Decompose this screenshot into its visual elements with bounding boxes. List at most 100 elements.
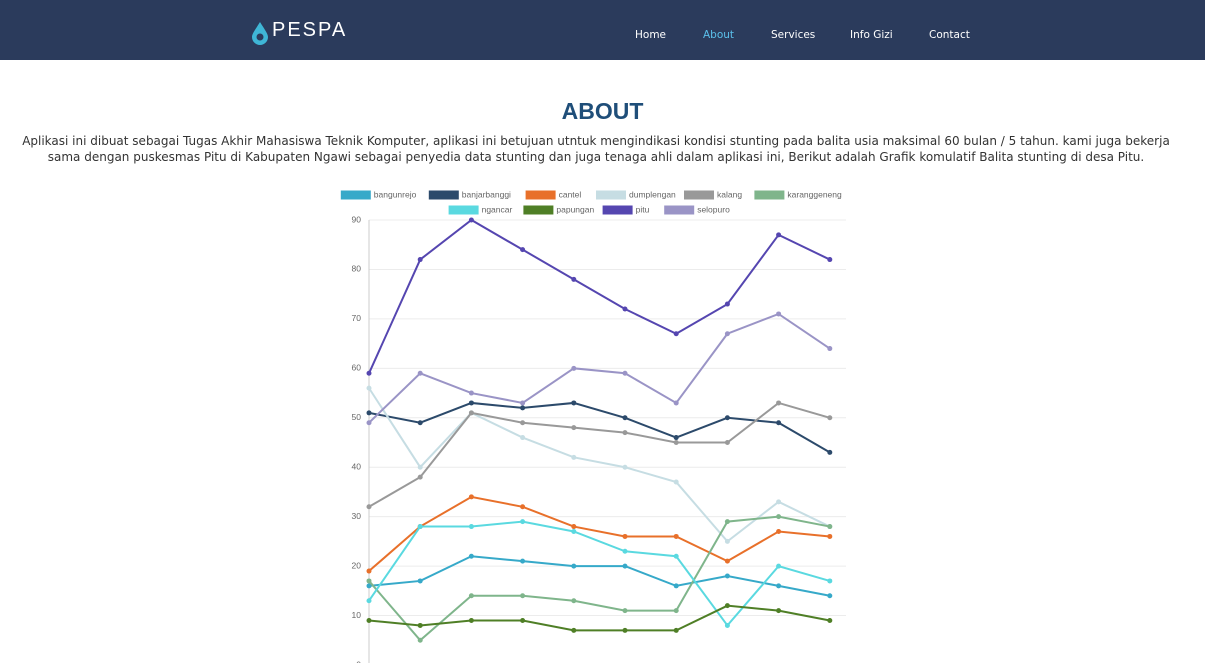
legend-label: banjarbanggi — [462, 189, 511, 199]
point — [417, 578, 423, 584]
point — [673, 435, 679, 441]
description: Aplikasi ini dibuat sebagai Tugas Akhir … — [22, 134, 1170, 164]
point — [622, 306, 628, 312]
point — [366, 410, 372, 416]
point — [673, 440, 679, 445]
series-line — [368, 604, 830, 632]
point — [827, 415, 833, 421]
point — [571, 627, 577, 633]
point — [520, 618, 526, 623]
point — [366, 420, 372, 426]
series-line — [368, 401, 831, 454]
point — [827, 593, 833, 599]
point — [776, 563, 782, 569]
point — [520, 420, 526, 426]
point — [673, 400, 679, 406]
point — [724, 573, 730, 579]
y-tick-label: 0 — [356, 659, 361, 663]
point — [571, 563, 577, 569]
point — [468, 593, 474, 599]
nav-link[interactable]: Info Gizi — [850, 29, 893, 41]
series-line — [368, 312, 831, 424]
point — [468, 390, 474, 396]
point — [776, 529, 782, 534]
legend-label: cantel — [559, 189, 582, 199]
point — [417, 464, 423, 470]
point — [622, 415, 628, 421]
point — [827, 618, 833, 623]
point — [366, 504, 372, 510]
point — [673, 627, 679, 633]
point — [468, 410, 474, 416]
point — [417, 420, 423, 426]
legend-swatch — [684, 190, 714, 200]
point — [622, 548, 628, 554]
series-line — [368, 515, 830, 642]
legend-swatch — [525, 190, 556, 200]
point — [468, 524, 474, 530]
point — [827, 449, 833, 455]
y-tick-label: 90 — [352, 214, 362, 224]
point — [776, 583, 782, 589]
legend-swatch — [448, 205, 479, 215]
point — [417, 637, 423, 643]
y-tick-label: 10 — [352, 610, 362, 620]
nav-link[interactable]: Contact — [929, 29, 970, 41]
point — [724, 440, 730, 445]
y-tick-label: 50 — [352, 412, 362, 422]
point — [571, 454, 577, 460]
legend-label: karanggeneng — [787, 189, 842, 199]
point — [724, 331, 730, 337]
legend-swatch — [340, 190, 371, 200]
point — [827, 533, 833, 539]
legend-label: selopuro — [697, 204, 730, 214]
nav-link[interactable]: Home — [635, 29, 667, 41]
header: PESPA Home About Services Info Gizi Contact — [0, 0, 1205, 60]
point — [571, 524, 577, 530]
point — [827, 578, 833, 584]
point — [571, 598, 577, 604]
point — [520, 405, 526, 411]
point — [468, 400, 474, 406]
y-tick-label: 20 — [352, 560, 362, 570]
series-line — [368, 218, 831, 374]
point — [827, 257, 833, 263]
point — [776, 499, 782, 505]
point — [366, 370, 372, 376]
point — [724, 538, 730, 544]
point — [366, 618, 372, 623]
y-tick-label: 70 — [352, 313, 362, 323]
point — [468, 494, 474, 500]
point — [622, 464, 628, 470]
series-line — [368, 401, 831, 508]
point — [776, 420, 782, 426]
point — [417, 474, 423, 480]
point — [366, 568, 372, 574]
legend-label: ngancar — [482, 204, 513, 214]
point — [468, 618, 474, 623]
point — [776, 311, 782, 317]
point — [673, 331, 679, 337]
point — [776, 514, 782, 520]
point — [724, 519, 730, 525]
point — [520, 558, 526, 564]
nav-link[interactable]: About — [703, 29, 735, 41]
point — [622, 430, 628, 436]
series-line — [368, 387, 831, 543]
legend-swatch — [664, 205, 695, 215]
point — [776, 400, 782, 406]
legend-swatch — [523, 205, 554, 215]
y-tick-label: 30 — [352, 511, 362, 521]
point — [827, 524, 833, 530]
point — [417, 622, 423, 628]
chart: 0 10 20 30 40 50 60 70 80 90 bangunrejo banjarbangg… — [340, 189, 846, 663]
point — [366, 598, 372, 604]
point — [622, 627, 628, 633]
logo[interactable]: PESPA — [272, 19, 348, 41]
point — [673, 553, 679, 559]
nav-link[interactable]: Services — [771, 29, 816, 41]
point — [366, 578, 372, 584]
point — [622, 370, 628, 376]
point — [673, 583, 679, 589]
